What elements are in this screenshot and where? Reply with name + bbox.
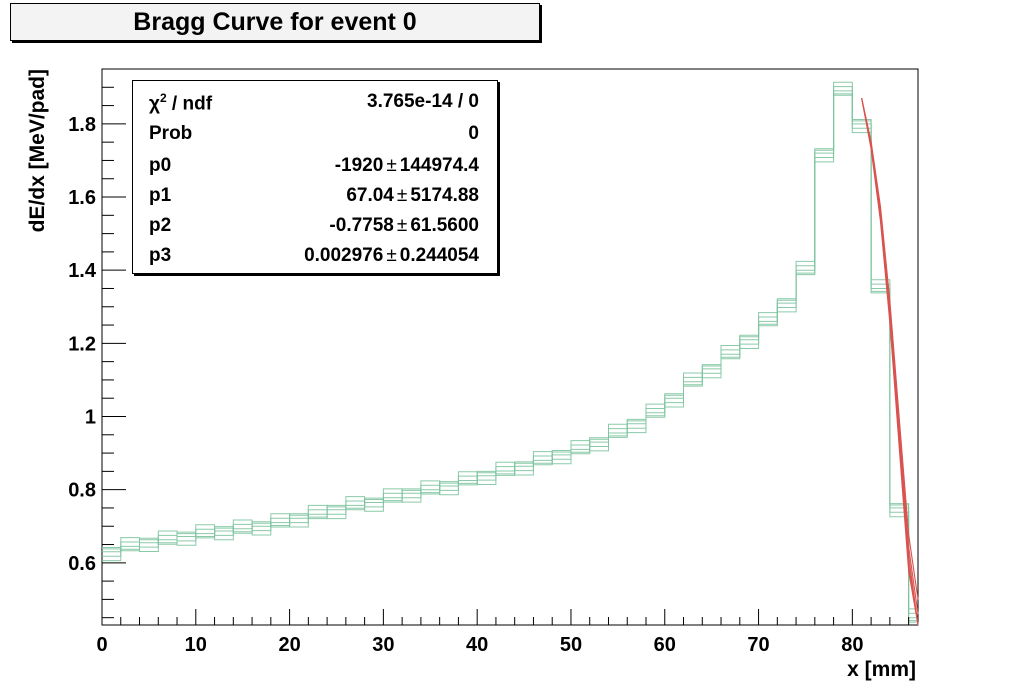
- stats-value: 0: [468, 123, 479, 144]
- stats-value: 0.002976 ±0.244054: [304, 245, 479, 266]
- x-tick-label: 60: [654, 634, 676, 656]
- stats-row-p2: p2 -0.7758 ±61.5600: [133, 211, 497, 243]
- y-tick-label: 1.6: [68, 187, 96, 209]
- x-axis-label: x [mm]: [847, 658, 916, 681]
- stats-row-chi2: χ2 / ndf 3.765e-14 / 0: [133, 87, 497, 119]
- stats-value: 3.765e-14 / 0: [367, 91, 479, 112]
- y-tick-label: 1: [85, 407, 96, 429]
- stats-value: -1920 ±144974.4: [334, 155, 479, 176]
- y-tick-label: 1.4: [68, 260, 97, 282]
- y-tick-label: 0.8: [68, 480, 96, 502]
- x-tick-label: 50: [560, 634, 582, 656]
- x-tick-label: 30: [372, 634, 394, 656]
- stats-value: 67.04 ±5174.88: [346, 185, 479, 206]
- y-tick-label: 0.6: [68, 553, 96, 575]
- stats-row-p1: p1 67.04 ±5174.88: [133, 181, 497, 213]
- y-axis-label: dE/dx [MeV/pad]: [26, 69, 49, 232]
- fit-stats-box: χ2 / ndf 3.765e-14 / 0 Prob 0 p0 -1920 ±1…: [132, 80, 498, 274]
- x-tick-label: 10: [185, 634, 207, 656]
- stats-label: p1: [149, 185, 172, 206]
- x-tick-label: 40: [466, 634, 488, 656]
- stats-label: Prob: [149, 123, 193, 144]
- stats-label: p3: [149, 245, 172, 266]
- stats-label: p2: [149, 215, 172, 236]
- fit-curve-3: [861, 98, 919, 600]
- fit-curve-4: [861, 98, 919, 626]
- stats-row-p3: p3 0.002976 ±0.244054: [133, 241, 497, 273]
- stats-value: -0.7758 ±61.5600: [329, 215, 479, 236]
- stats-row-prob: Prob 0: [133, 119, 497, 151]
- chart-title-box: Bragg Curve for event 0: [10, 3, 540, 41]
- axes-layer: 0 10 20 30 40 50 60 70 80 0.6 0.8 1 1.2 1.4 1.6 1.8: [68, 86, 910, 656]
- stats-row-p0: p0 -1920 ±144974.4: [133, 151, 497, 183]
- stats-label: χ2 / ndf: [149, 91, 213, 115]
- chart-title: Bragg Curve for event 0: [133, 7, 417, 36]
- x-tick-label: 20: [278, 634, 300, 656]
- histogram-layer: [102, 81, 918, 623]
- fit-curves-layer: [861, 98, 919, 626]
- stats-label: p0: [149, 155, 172, 176]
- y-tick-label: 1.8: [68, 114, 96, 136]
- y-tick-label: 1.2: [68, 333, 96, 355]
- x-tick-label: 70: [747, 634, 769, 656]
- x-tick-label: 80: [841, 634, 863, 656]
- histogram-trace-4: [102, 93, 918, 622]
- x-tick-label: 0: [96, 634, 107, 656]
